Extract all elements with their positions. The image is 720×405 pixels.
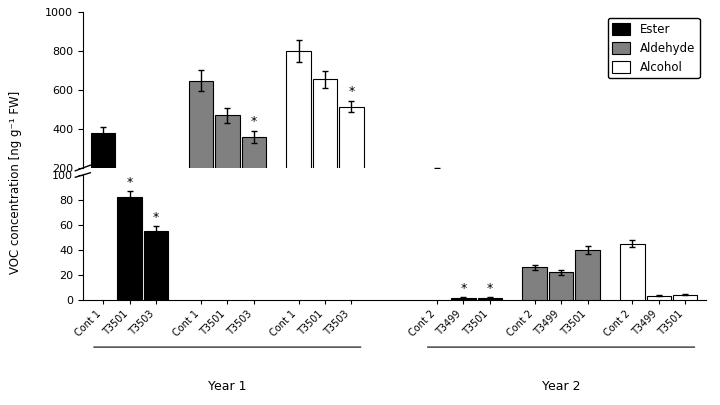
Bar — [647, 296, 671, 300]
Bar — [144, 231, 168, 300]
Bar — [451, 298, 476, 300]
Text: *: * — [348, 85, 354, 98]
Text: Year 1: Year 1 — [208, 380, 246, 393]
Bar — [549, 272, 573, 300]
Text: Year 2: Year 2 — [542, 380, 580, 393]
Bar — [91, 133, 115, 207]
Bar — [241, 137, 266, 207]
Bar — [425, 170, 449, 207]
Text: *: * — [153, 211, 159, 224]
Bar — [620, 243, 644, 300]
Text: *: * — [460, 282, 467, 296]
Bar — [189, 81, 213, 207]
Bar — [339, 107, 364, 207]
Bar — [312, 79, 337, 207]
Bar — [673, 295, 698, 300]
Bar — [523, 267, 547, 300]
Bar — [477, 298, 502, 300]
Text: *: * — [127, 176, 132, 190]
Bar — [287, 51, 311, 207]
Text: *: * — [487, 282, 493, 296]
Bar — [575, 250, 600, 300]
Text: VOC concentration [ng g⁻¹ FW]: VOC concentration [ng g⁻¹ FW] — [9, 91, 22, 274]
Legend: Ester, Aldehyde, Alcohol: Ester, Aldehyde, Alcohol — [608, 18, 700, 79]
Bar — [117, 198, 142, 300]
Bar — [215, 115, 240, 207]
Text: *: * — [251, 115, 257, 128]
